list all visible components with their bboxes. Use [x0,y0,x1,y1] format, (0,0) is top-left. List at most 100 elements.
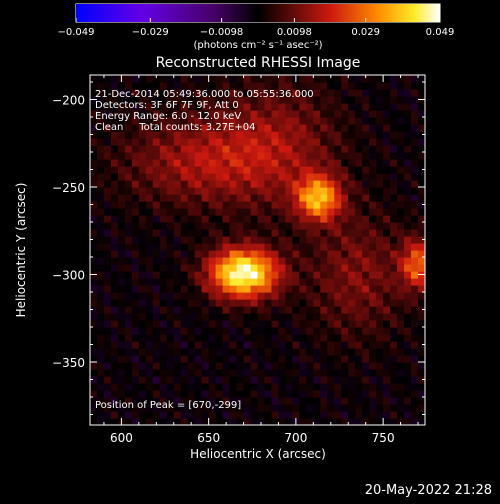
image-pixel [278,159,287,167]
image-pixel [201,145,210,153]
image-pixel [285,180,293,188]
image-pixel [103,404,112,412]
image-pixel [194,327,203,335]
image-pixel [229,180,238,188]
annotation-time-range: 21-Dec-2014 05:49:36.000 to 05:55:36.000 [95,89,314,100]
image-pixel [292,117,300,125]
image-pixel [334,271,342,279]
image-pixel [376,138,384,146]
image-pixel [180,208,189,216]
image-pixel [264,306,273,314]
image-pixel [138,362,147,370]
image-pixel [131,250,140,258]
image-pixel [257,145,266,153]
image-pixel [404,166,412,174]
colorbar-stripe [106,4,108,22]
image-pixel [90,320,98,328]
image-pixel [145,397,154,405]
image-pixel [159,355,168,363]
image-pixel [166,145,175,153]
image-pixel [257,229,266,237]
image-pixel [362,418,370,425]
colorbar-stripe [241,4,243,22]
image-pixel [215,145,224,153]
image-pixel [299,327,307,335]
colorbar-stripe [279,4,281,22]
image-pixel [320,418,328,425]
image-pixel [369,82,377,90]
image-pixel [285,292,293,300]
image-pixel [90,208,98,216]
image-pixel [418,278,425,286]
image-pixel [348,306,356,314]
image-pixel [117,96,126,104]
image-pixel [404,138,412,146]
colorbar-stripe [435,4,437,22]
image-pixel [369,194,377,202]
colorbar-stripe [243,4,245,22]
colorbar-stripe [288,4,290,22]
colorbar-stripe [229,4,231,22]
image-pixel [397,103,405,111]
image-pixel [110,222,119,230]
image-pixel [390,292,398,300]
image-pixel [152,82,161,90]
image-pixel [117,180,126,188]
image-pixel [131,222,140,230]
image-pixel [131,152,140,160]
image-pixel [173,404,182,412]
colorbar-stripe [175,4,177,22]
image-pixel [404,180,412,188]
image-pixel [299,376,307,384]
y-tick-label: −300 [52,269,85,283]
image-pixel [292,397,300,405]
colorbar-stripe [406,4,408,22]
image-pixel [306,103,314,111]
image-pixel [383,306,391,314]
colorbar-stripe [364,4,366,22]
image-pixel [222,250,231,258]
image-pixel [138,201,147,209]
image-pixel [208,222,217,230]
image-pixel [355,390,363,398]
colorbar-stripe [389,4,391,22]
image-pixel [96,306,105,314]
image-pixel [278,362,287,370]
image-pixel [383,236,391,244]
image-pixel [355,75,363,83]
image-pixel [145,411,154,419]
image-pixel [215,117,224,125]
image-pixel [390,264,398,272]
image-pixel [348,173,356,181]
image-pixel [96,418,105,425]
image-pixel [243,194,252,202]
image-pixel [229,194,238,202]
image-pixel [138,89,147,97]
image-pixel [138,348,147,356]
colorbar-stripe [99,4,101,22]
colorbar-stripe [249,4,251,22]
image-pixel [327,96,335,104]
image-pixel [159,306,168,314]
image-pixel [96,222,105,230]
colorbar-stripe [242,4,244,22]
image-pixel [264,397,273,405]
image-pixel [376,292,384,300]
image-pixel [369,306,377,314]
image-pixel [327,313,335,321]
colorbar-stripe [211,4,213,22]
image-pixel [376,82,384,90]
image-pixel [292,103,300,111]
colorbar-stripe [230,4,232,22]
image-pixel [306,348,314,356]
image-pixel [194,397,203,405]
image-pixel [285,159,293,167]
image-pixel [222,145,231,153]
image-pixel [376,362,384,370]
image-pixel [96,285,105,293]
image-pixel [180,75,189,83]
image-pixel [362,383,370,391]
image-pixel [383,285,391,293]
image-pixel [110,166,119,174]
image-pixel [145,82,154,90]
